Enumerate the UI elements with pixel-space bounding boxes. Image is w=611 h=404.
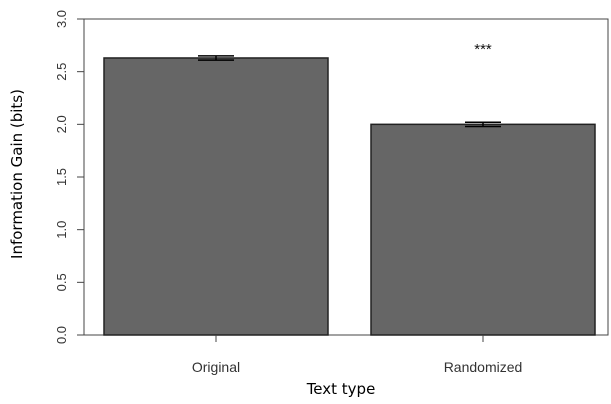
y-tick-label: 2.0 — [54, 115, 69, 133]
y-tick-label: 0.0 — [54, 326, 69, 344]
significance-annotation: *** — [474, 41, 492, 58]
y-tick-label: 1.5 — [54, 168, 69, 186]
x-tick-label: Original — [192, 359, 240, 375]
bar-randomized — [370, 123, 596, 336]
y-axis-title: Information Gain (bits) — [8, 89, 26, 259]
y-tick-label: 0.5 — [54, 273, 69, 291]
bar-original — [103, 57, 329, 336]
bars — [103, 55, 596, 336]
x-tick-label: Randomized — [444, 359, 523, 375]
annotations: *** — [474, 41, 492, 58]
y-axis: 0.0 0.5 1.0 1.5 2.0 2.5 3.0 — [54, 10, 84, 344]
y-tick-label: 1.0 — [54, 221, 69, 239]
y-tick-label: 2.5 — [54, 63, 69, 81]
y-tick-label: 3.0 — [54, 10, 69, 28]
x-axis: Original Randomized — [192, 335, 522, 375]
x-axis-title: Text type — [306, 380, 376, 398]
